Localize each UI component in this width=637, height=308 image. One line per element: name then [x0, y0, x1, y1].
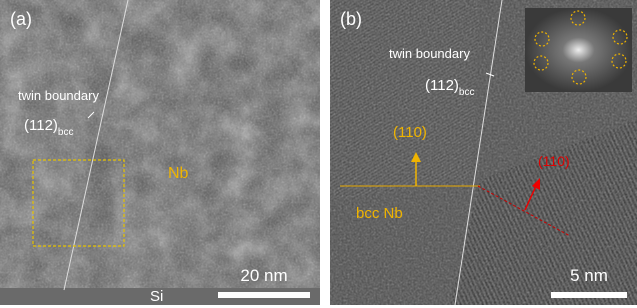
- annotation: twin boundary: [389, 46, 470, 61]
- panel-a: (a) twin boundary (112)bcc Nb 20 nm Si: [0, 0, 320, 305]
- figure: (a) twin boundary (112)bcc Nb 20 nm Si (…: [0, 0, 637, 308]
- material-label: Nb: [168, 165, 189, 182]
- substrate-label: Si: [150, 288, 163, 305]
- plane-label: (110): [393, 124, 427, 141]
- scale-label: 20 nm: [240, 266, 287, 285]
- phase-label: bcc Nb: [356, 205, 403, 222]
- panel-label: (a): [10, 9, 32, 29]
- scale-label: 5 nm: [570, 266, 608, 285]
- fft-inset: [525, 8, 632, 92]
- plane-label: (110): [538, 153, 570, 169]
- scale-bar: [218, 292, 310, 298]
- annotation: twin boundary: [18, 88, 99, 103]
- panel-b: (b) twin boundary (112)bcc (110) bcc Nb …: [330, 0, 637, 305]
- panel-label: (b): [340, 9, 362, 29]
- scale-bar: [551, 292, 627, 298]
